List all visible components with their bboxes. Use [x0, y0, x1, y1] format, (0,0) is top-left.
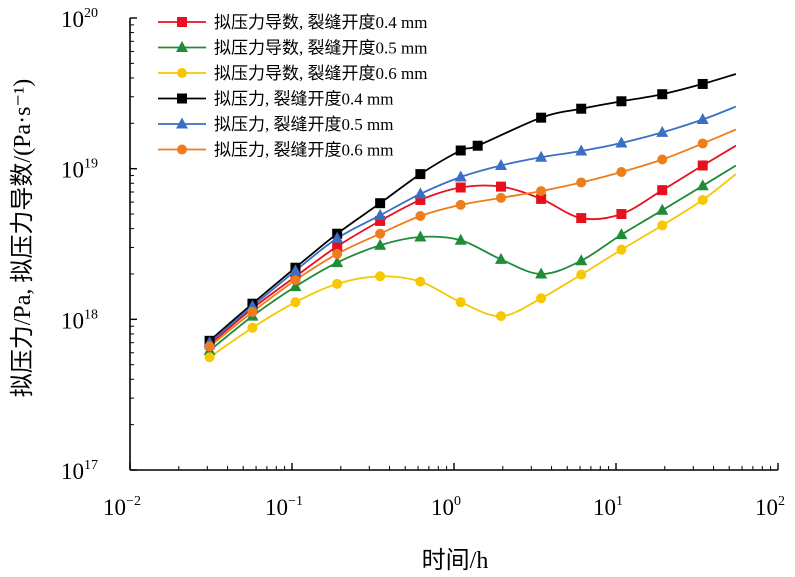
data-point	[331, 256, 344, 268]
axes	[129, 17, 779, 471]
y-tick-label: 1018	[61, 307, 98, 333]
data-point	[576, 177, 587, 188]
data-point	[535, 150, 548, 162]
data-point	[454, 170, 467, 182]
data-point	[204, 341, 215, 352]
data-point	[697, 138, 708, 149]
data-point	[576, 269, 587, 280]
data-point	[415, 276, 426, 287]
y-axis-title: 拟压力/Pa, 拟压力导数/(Pa·s⁻¹)	[9, 79, 36, 398]
data-point	[375, 228, 386, 239]
data-point	[616, 167, 627, 178]
data-point	[656, 203, 669, 215]
legend-marker	[177, 17, 187, 27]
legend-label: 拟压力导数, 裂缝开度0.6 mm	[214, 64, 427, 83]
data-point	[290, 275, 301, 286]
data-point	[657, 154, 668, 165]
data-point	[536, 193, 547, 204]
data-point	[415, 169, 426, 180]
x-axis-title: 时间/h	[422, 547, 489, 574]
series-line	[209, 128, 737, 348]
legend-label: 拟压力导数, 裂缝开度0.4 mm	[214, 13, 427, 32]
data-point	[454, 233, 467, 245]
data-point	[576, 103, 587, 114]
data-point	[536, 293, 547, 304]
data-point	[290, 297, 301, 308]
legend-marker	[177, 93, 187, 104]
data-point	[575, 144, 588, 156]
legend-label: 拟压力导数, 裂缝开度0.5 mm	[214, 39, 427, 58]
data-point	[415, 211, 426, 222]
data-point	[575, 254, 588, 266]
data-point	[494, 158, 507, 170]
data-point	[289, 264, 302, 276]
data-point	[536, 112, 547, 123]
legend-label: 拟压力, 裂缝开度0.4 mm	[214, 90, 393, 109]
y-tick-label: 1019	[61, 157, 98, 183]
data-point	[331, 231, 344, 243]
data-point	[455, 297, 466, 308]
data-point	[414, 187, 427, 199]
data-point	[536, 186, 547, 197]
data-point	[615, 228, 628, 240]
data-point	[375, 215, 386, 226]
data-point	[332, 278, 343, 289]
legend-marker	[176, 117, 188, 129]
data-point	[616, 244, 627, 255]
data-point	[576, 213, 587, 224]
data-point	[414, 230, 427, 242]
legend-marker	[177, 144, 187, 155]
series-line	[209, 173, 737, 359]
legend-marker	[176, 41, 188, 52]
data-point	[332, 241, 343, 252]
data-point	[375, 198, 386, 209]
data-point	[455, 182, 466, 193]
data-point	[616, 209, 627, 220]
data-point	[495, 192, 506, 203]
legend: 拟压力导数, 裂缝开度0.4 mm 拟压力导数, 裂缝开度0.5 mm 拟压力导数,…	[158, 13, 427, 160]
data-point	[289, 280, 302, 292]
data-point	[495, 181, 506, 192]
data-point	[657, 220, 668, 231]
data-point	[494, 252, 507, 264]
legend-marker	[177, 68, 187, 78]
data-point	[697, 78, 708, 89]
x-tick-label: 10−2	[103, 494, 141, 520]
data-point	[697, 194, 708, 205]
data-point	[696, 179, 709, 191]
data-point	[657, 89, 668, 100]
data-point	[247, 306, 258, 317]
data-point	[374, 208, 387, 220]
data-point	[615, 136, 628, 148]
data-point	[455, 145, 466, 156]
data-point	[616, 96, 627, 107]
data-point	[472, 140, 483, 151]
data-point	[374, 238, 387, 250]
data-point	[332, 248, 343, 259]
data-point	[495, 311, 506, 322]
data-point	[657, 185, 668, 196]
data-point	[455, 199, 466, 210]
x-tick-label: 102	[755, 494, 785, 520]
y-tick-label: 1017	[61, 458, 98, 484]
data-point	[375, 271, 386, 282]
x-tick-label: 100	[431, 494, 461, 520]
data-point	[415, 194, 426, 205]
x-tick-label: 10−1	[265, 494, 303, 520]
x-tick-label: 101	[593, 494, 623, 520]
data-point	[696, 112, 709, 124]
y-tick-label: 1020	[61, 6, 98, 32]
tick-labels: 10−2 10−1 100 101 102 1017 1018 1019 1020	[61, 6, 785, 520]
legend-label: 拟压力, 裂缝开度0.5 mm	[214, 115, 393, 134]
plot-markers	[203, 78, 709, 363]
legend-label: 拟压力, 裂缝开度0.6 mm	[214, 141, 393, 160]
data-point	[247, 322, 258, 333]
data-point	[697, 160, 708, 171]
data-point	[535, 267, 548, 279]
data-point	[204, 352, 215, 363]
data-point	[656, 125, 669, 137]
